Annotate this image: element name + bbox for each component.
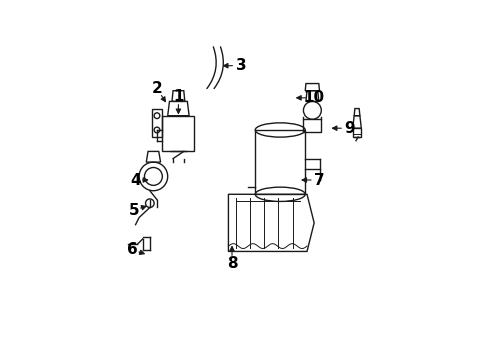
- Text: 4: 4: [130, 172, 141, 188]
- Text: 5: 5: [128, 203, 139, 218]
- Text: 10: 10: [303, 90, 324, 105]
- Text: 7: 7: [314, 172, 324, 188]
- Text: 8: 8: [226, 256, 237, 271]
- Text: 3: 3: [235, 58, 246, 73]
- Text: 6: 6: [126, 242, 137, 257]
- Text: 2: 2: [151, 81, 162, 96]
- Text: 9: 9: [344, 121, 354, 136]
- Text: 1: 1: [173, 89, 183, 104]
